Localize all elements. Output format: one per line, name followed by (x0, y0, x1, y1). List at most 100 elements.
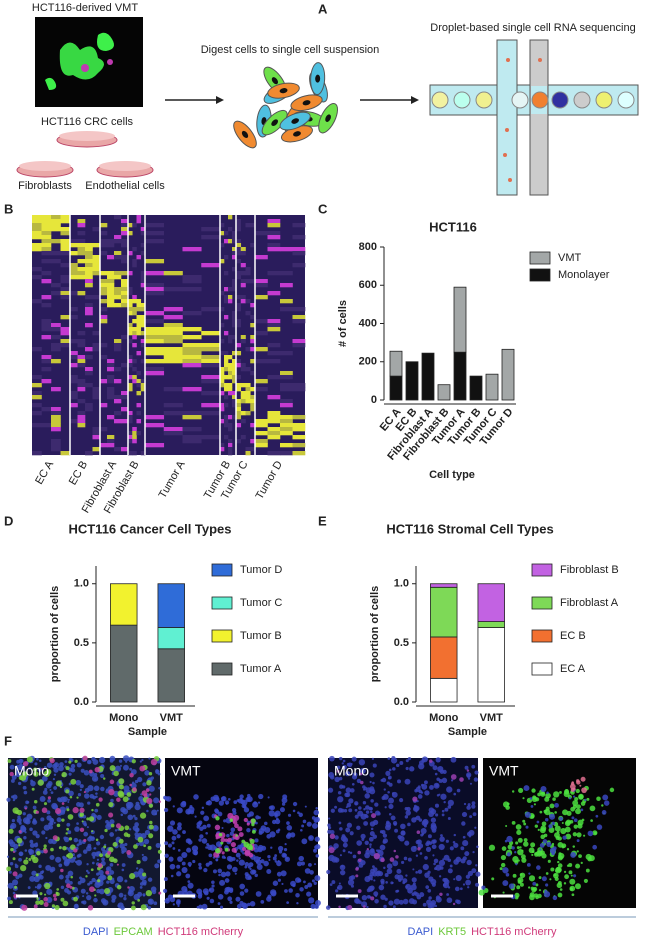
stain-dot (62, 845, 67, 851)
heatmap-cell (70, 263, 78, 268)
stain-dot (104, 843, 107, 846)
stain-dot (149, 793, 152, 796)
heatmap-cell (85, 311, 93, 316)
heatmap-cell (224, 299, 229, 304)
heatmap-cell (292, 339, 306, 344)
heatmap-cell (60, 239, 71, 244)
stain-dot (545, 872, 549, 875)
heatmap-cell (60, 291, 71, 296)
stain-dot (474, 770, 479, 775)
stain-dot (578, 794, 584, 800)
heatmap-cell (236, 271, 242, 276)
stain-dot (390, 815, 396, 821)
heatmap-cell (121, 287, 129, 292)
heatmap-cell (245, 395, 251, 400)
heatmap-cell (92, 431, 101, 436)
stain-dot (74, 759, 78, 763)
stain-dot (181, 851, 188, 858)
stain-dot (466, 859, 472, 866)
stain-dot (466, 805, 471, 810)
heatmap-cell (250, 387, 256, 392)
stain-dot (147, 845, 152, 850)
cluster-label: Tumor A (157, 458, 188, 500)
stain-dot (569, 887, 573, 890)
heatmap-cell (132, 311, 137, 316)
stain-dot (188, 806, 195, 813)
stain-dot (50, 791, 54, 794)
heatmap-cell (236, 251, 242, 256)
stain-dot (201, 806, 205, 810)
heatmap-cell (182, 411, 202, 416)
heatmap-cell (182, 247, 202, 252)
stain-dot (12, 857, 16, 861)
heatmap-cell (145, 339, 165, 344)
heatmap-cell (224, 435, 229, 440)
stain-dot (539, 810, 543, 814)
stain-dot (284, 843, 287, 846)
stain-dot (534, 824, 539, 828)
stain-dot (361, 894, 368, 901)
stain-dot (505, 824, 508, 828)
stain-dot (517, 848, 524, 856)
stain-dot (17, 781, 22, 786)
stain-dot (476, 845, 479, 848)
heatmap-cell (100, 243, 108, 248)
stain-dot (215, 848, 221, 854)
heatmap-cell (228, 363, 233, 368)
heatmap-cell (41, 239, 52, 244)
heatmap-cell (85, 303, 93, 308)
stain-dot (365, 810, 370, 814)
stain-dot (530, 842, 536, 848)
stain-dot (516, 846, 520, 850)
heatmap-cell (292, 443, 306, 448)
y-tick-label: 0.5 (394, 637, 409, 649)
heatmap-cell (85, 275, 93, 280)
stain-dot (11, 795, 15, 799)
stain-dot (232, 866, 238, 873)
stain-dot (391, 792, 395, 795)
stain-dot (428, 896, 432, 900)
heatmap-cell (280, 383, 293, 388)
stain-dot (511, 790, 515, 793)
stain-dot (583, 834, 586, 837)
stain-dot (135, 801, 140, 806)
stain-dot (418, 818, 423, 822)
stain-dot (141, 853, 144, 857)
stain-dot (552, 895, 558, 901)
stain-dot (227, 797, 231, 801)
stain-dot (553, 791, 560, 798)
heatmap-cell (121, 447, 129, 452)
heatmap-cell (224, 423, 229, 428)
stain-dot (87, 871, 90, 875)
stain-dot (83, 838, 87, 843)
heatmap-cell (250, 371, 256, 376)
stain-dot (385, 770, 391, 776)
heatmap-cell (92, 391, 101, 396)
stain-dot (73, 848, 78, 853)
stain-dot (254, 838, 259, 843)
stain-dot (586, 797, 590, 801)
heatmap-cell (145, 291, 165, 296)
heatmap-cell (140, 359, 146, 364)
heatmap-cell (280, 415, 293, 420)
stain-dot (119, 764, 122, 767)
stain-dot (167, 843, 173, 848)
heatmap-cell (85, 251, 93, 256)
heatmap-cell (32, 299, 42, 304)
stain-dot (547, 859, 551, 863)
stain-dot (370, 868, 376, 874)
stain-dot (118, 759, 123, 763)
heatmap-cell (136, 331, 142, 336)
stain-dot (108, 788, 115, 796)
stain-dot (427, 834, 432, 839)
bar-segment (430, 636, 458, 679)
heatmap-cell (245, 383, 251, 388)
stain-dot (235, 852, 241, 858)
stain-dot (117, 790, 124, 797)
stain-dot (360, 833, 366, 839)
stain-dot (185, 838, 191, 844)
stain-dot (505, 805, 510, 810)
heatmap-cell (250, 323, 256, 328)
stain-dot (123, 785, 130, 792)
heatmap-cell (245, 367, 251, 372)
